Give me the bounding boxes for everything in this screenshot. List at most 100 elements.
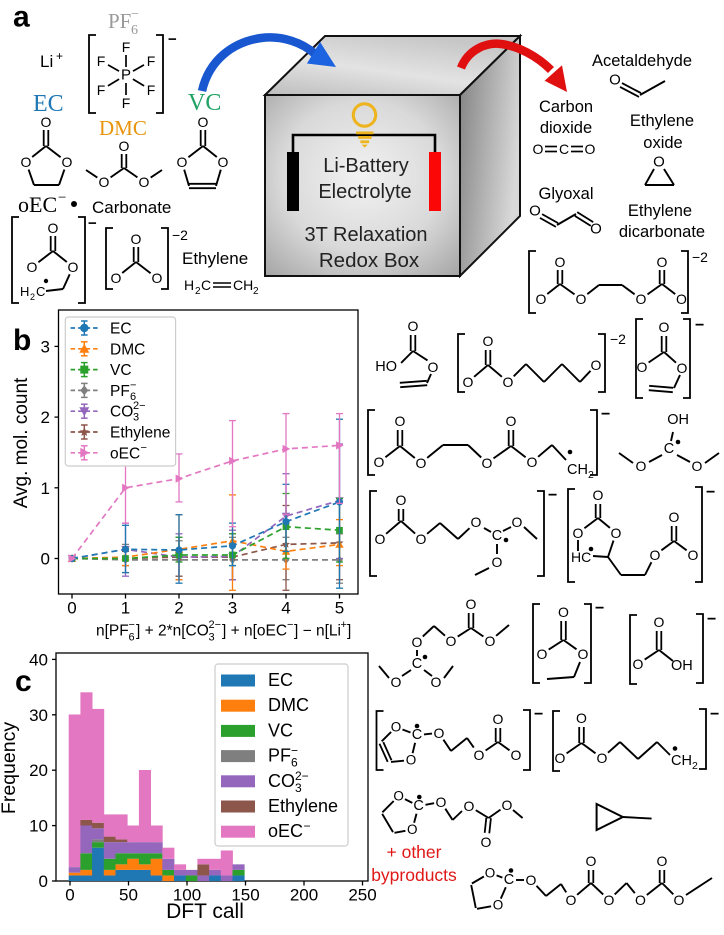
svg-text:−: − [291, 744, 298, 758]
svg-text:O: O [481, 834, 492, 850]
svg-text:O: O [27, 259, 38, 275]
svg-text:Ethylene: Ethylene [628, 202, 692, 220]
svg-text:O: O [131, 231, 142, 247]
svg-text:O: O [555, 750, 566, 766]
svg-text:O: O [396, 492, 407, 508]
svg-text:dioxide: dioxide [540, 119, 592, 137]
svg-text:F: F [122, 95, 131, 111]
svg-text:O: O [558, 604, 569, 620]
svg-text:6: 6 [291, 756, 298, 770]
svg-text:] + 2*n[CO: ] + 2*n[CO [136, 623, 209, 640]
svg-text:2−: 2− [295, 769, 309, 783]
svg-text:Ethylene: Ethylene [110, 425, 170, 442]
svg-text:O: O [526, 872, 537, 888]
svg-text:−: − [304, 819, 311, 833]
svg-text:O: O [474, 747, 485, 763]
svg-text:0: 0 [39, 872, 48, 891]
svg-text:O: O [446, 633, 457, 649]
svg-text:VC: VC [188, 90, 221, 116]
svg-text:O: O [416, 531, 427, 547]
svg-text:H: H [20, 284, 29, 299]
svg-text:C: C [412, 727, 422, 743]
svg-text:3: 3 [295, 781, 302, 795]
svg-text:2: 2 [30, 292, 35, 302]
svg-text:O: O [586, 853, 597, 869]
svg-text:O: O [436, 794, 447, 810]
svg-text:0: 0 [67, 599, 76, 618]
svg-text:O: O [99, 174, 110, 190]
svg-text:O: O [676, 291, 687, 307]
svg-text:F: F [147, 82, 156, 98]
svg-text:O: O [636, 291, 647, 307]
svg-text:O: O [471, 514, 482, 530]
svg-text:O: O [650, 547, 661, 563]
svg-text:O: O [493, 898, 504, 913]
svg-text:O: O [527, 454, 538, 470]
svg-text:O: O [659, 319, 670, 335]
svg-text:C: C [492, 528, 502, 544]
svg-text:3: 3 [41, 337, 50, 356]
svg-text:F: F [97, 82, 106, 98]
svg-text:O: O [591, 357, 602, 373]
svg-text:6: 6 [130, 391, 136, 403]
svg-text:O: O [408, 318, 419, 334]
svg-text:−: − [130, 379, 136, 391]
svg-text:O: O [407, 822, 418, 837]
svg-text:Frequency: Frequency [0, 722, 20, 814]
svg-text:F: F [122, 39, 131, 55]
svg-text:c: c [15, 665, 32, 698]
svg-text:DMC: DMC [110, 341, 145, 358]
svg-text:C: C [36, 284, 45, 299]
svg-text:+: + [56, 49, 63, 63]
svg-text:−: − [534, 706, 543, 723]
svg-text:Li-Battery: Li-Battery [323, 155, 409, 177]
svg-text:6: 6 [131, 23, 138, 38]
svg-text:2: 2 [588, 469, 594, 481]
svg-text:Carbon: Carbon [539, 98, 593, 116]
svg-text:250: 250 [348, 886, 376, 905]
svg-text:Ethylene: Ethylene [182, 249, 248, 268]
svg-text:oEC: oEC [268, 821, 303, 841]
svg-text:O: O [395, 413, 406, 429]
svg-text:CH: CH [567, 462, 588, 478]
svg-text:O: O [428, 359, 439, 375]
svg-text:O: O [119, 138, 130, 154]
svg-text:O: O [604, 892, 615, 908]
svg-text:−: − [131, 7, 139, 22]
svg-text:DMC: DMC [99, 116, 147, 140]
svg-text:2−: 2− [209, 619, 222, 631]
svg-text:Carbonate: Carbonate [92, 198, 171, 217]
svg-text:DFT call: DFT call [166, 900, 244, 923]
svg-text:O: O [506, 413, 517, 429]
svg-text:H: H [184, 277, 194, 293]
svg-text:a: a [13, 1, 30, 34]
svg-text:CO: CO [268, 771, 295, 791]
svg-text:O: O [391, 720, 402, 735]
svg-text:−: − [168, 31, 177, 48]
svg-text:−: − [88, 215, 97, 232]
svg-text:−: − [287, 619, 293, 631]
svg-text:Glyoxal: Glyoxal [538, 185, 593, 203]
svg-text:HO: HO [375, 359, 397, 375]
svg-text:O: O [669, 509, 680, 525]
svg-text:C: C [201, 277, 211, 293]
svg-text:EC: EC [33, 91, 64, 117]
svg-text:−: − [58, 190, 66, 206]
svg-text:Avg. mol. count: Avg. mol. count [11, 377, 32, 508]
svg-text:PF: PF [110, 383, 130, 400]
svg-text:OH: OH [667, 412, 689, 428]
svg-text:O: O [21, 154, 32, 170]
svg-text:]: ] [347, 623, 351, 640]
svg-text:O: O [511, 747, 522, 763]
svg-text:0: 0 [65, 886, 74, 905]
svg-text:O: O [431, 674, 442, 690]
svg-text:C: C [413, 798, 423, 814]
svg-text:oEC: oEC [18, 192, 57, 217]
svg-text:Electrolyte: Electrolyte [318, 181, 411, 203]
svg-text:3: 3 [228, 599, 237, 618]
svg-text:50: 50 [119, 886, 138, 905]
svg-text:−2: −2 [172, 227, 188, 243]
svg-text:C: C [664, 441, 674, 457]
svg-text:O: O [688, 547, 699, 563]
svg-text:O: O [463, 374, 474, 390]
